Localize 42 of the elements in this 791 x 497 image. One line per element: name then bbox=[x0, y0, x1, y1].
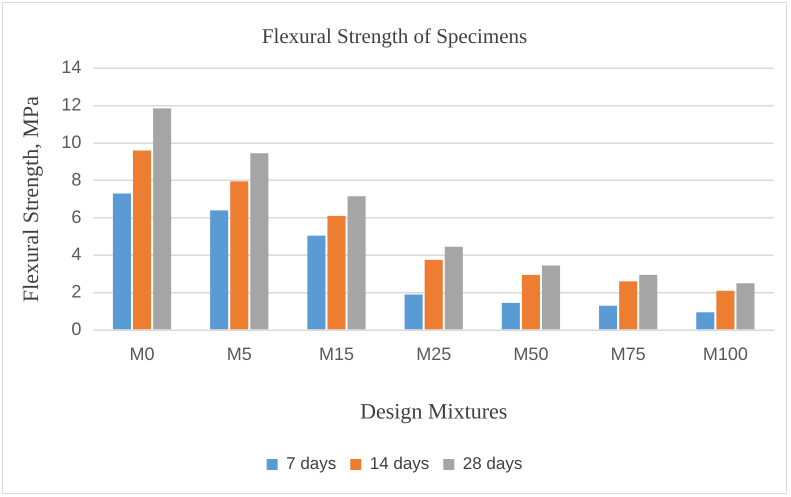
y-tick-label: 8 bbox=[71, 169, 82, 190]
bar bbox=[599, 306, 618, 330]
bar bbox=[404, 294, 423, 330]
bar bbox=[250, 153, 268, 330]
bar bbox=[522, 274, 540, 330]
bar bbox=[696, 312, 714, 330]
bar bbox=[132, 150, 152, 330]
bar bbox=[619, 281, 638, 330]
y-tick-label: 0 bbox=[71, 318, 82, 339]
y-tick-label: 4 bbox=[71, 244, 82, 264]
x-tick-label: M0 bbox=[130, 344, 155, 364]
bar bbox=[502, 302, 520, 330]
x-tick-label: M15 bbox=[318, 344, 354, 364]
y-tick-label: 6 bbox=[71, 206, 82, 227]
chart-title: Flexural Strength of Specimens bbox=[262, 24, 528, 48]
x-tick-label: M5 bbox=[226, 344, 252, 364]
bar bbox=[153, 108, 172, 330]
bar bbox=[210, 210, 228, 330]
bar bbox=[542, 265, 560, 330]
bar bbox=[639, 274, 658, 330]
y-tick-label: 10 bbox=[61, 132, 82, 152]
legend-label: 28 days bbox=[462, 454, 522, 474]
y-tick-label: 2 bbox=[71, 282, 82, 302]
x-tick-label: M25 bbox=[416, 344, 452, 364]
legend-label: 7 days bbox=[286, 454, 336, 474]
bar bbox=[444, 246, 463, 330]
bar bbox=[112, 193, 131, 330]
bar bbox=[307, 236, 326, 330]
bar bbox=[424, 260, 443, 330]
legend-label: 14 days bbox=[370, 454, 430, 474]
x-tick-label: M50 bbox=[513, 344, 548, 364]
bar bbox=[230, 181, 248, 330]
y-tick-label: 14 bbox=[61, 57, 82, 78]
y-tick-label: 12 bbox=[61, 94, 82, 115]
y-axis-title: Flexural Strength, MPa bbox=[18, 96, 43, 302]
x-axis-title: Design Mixtures bbox=[360, 398, 508, 424]
bar bbox=[716, 290, 734, 330]
bar bbox=[327, 216, 346, 330]
x-tick-label: M100 bbox=[702, 344, 748, 364]
bar bbox=[736, 283, 755, 330]
bar bbox=[348, 196, 366, 330]
x-tick-label: M75 bbox=[610, 344, 646, 364]
